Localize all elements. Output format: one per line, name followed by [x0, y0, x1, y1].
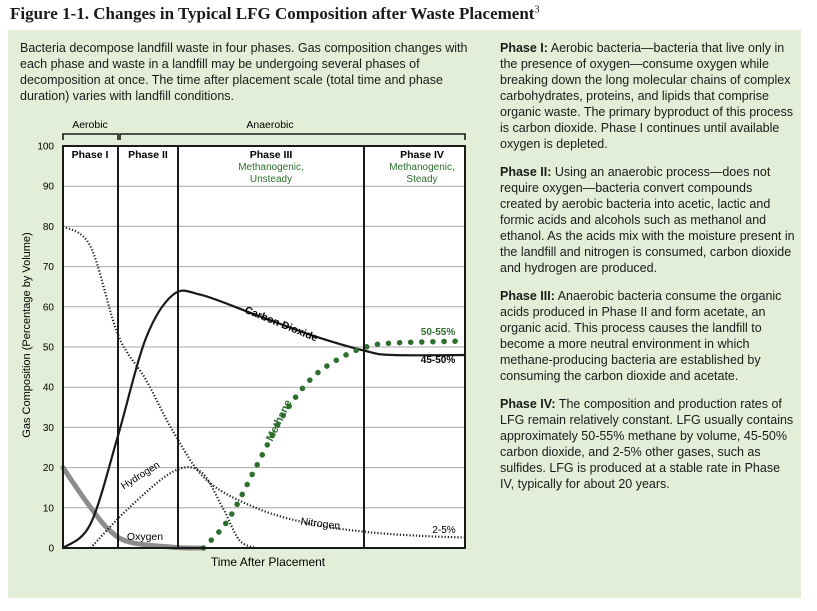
y-tick-label: 90: [43, 182, 55, 193]
phase-text: Aerobic bacteria—bacteria that live only…: [500, 41, 793, 151]
phase-text: The composition and production rates of …: [500, 397, 794, 491]
y-tick-label: 100: [37, 142, 54, 153]
phase-4-sub1: Methanogenic,: [389, 162, 455, 173]
figure-title-text: Figure 1-1. Changes in Typical LFG Compo…: [10, 4, 535, 23]
intro-paragraph: Bacteria decompose landfill waste in fou…: [20, 41, 468, 103]
co2-range-annotation: 45-50%: [421, 355, 456, 366]
x-axis-label: Time After Placement: [211, 555, 326, 569]
phase-description-4: Phase IV: The composition and production…: [500, 396, 796, 492]
phase-heading: Phase III:: [500, 289, 555, 303]
methane-range-annotation: 50-55%: [421, 327, 456, 338]
phase-3-label: Phase III: [250, 149, 293, 161]
y-axis-label: Gas Composition (Percentage by Volume): [21, 232, 33, 437]
anaerobic-label: Anaerobic: [246, 119, 293, 131]
y-tick-label: 80: [43, 222, 55, 233]
phase-description-1: Phase I: Aerobic bacteria—bacteria that …: [500, 40, 796, 152]
phase-text: Using an anaerobic process—does not requ…: [500, 165, 795, 275]
phase-heading: Phase II:: [500, 165, 552, 179]
aerobic-label: Aerobic: [72, 119, 108, 131]
nitrogen-label: Nitrogen: [300, 516, 341, 533]
y-tick-label: 50: [43, 343, 55, 354]
phase-3-sub1: Methanogenic,: [238, 162, 304, 173]
y-tick-label: 10: [43, 503, 55, 514]
phase-text: Anaerobic bacteria consume the organic a…: [500, 289, 782, 383]
phase-heading: Phase I:: [500, 41, 548, 55]
y-tick-label: 70: [43, 262, 55, 273]
phase-4-sub2: Steady: [406, 174, 437, 185]
oxygen-label: Oxygen: [127, 531, 163, 543]
anaerobic-bracket: [119, 133, 466, 140]
plot-frame: [62, 145, 466, 549]
phase-description-2: Phase II: Using an anaerobic process—doe…: [500, 164, 796, 276]
phase-descriptions: Phase I: Aerobic bacteria—bacteria that …: [500, 40, 796, 504]
hydrogen-curve: [89, 466, 257, 550]
y-tick-label: 0: [48, 544, 54, 555]
phase-heading: Phase IV:: [500, 397, 556, 411]
grid-lines: [63, 185, 465, 509]
phase-3-sub2: Unsteady: [250, 174, 292, 185]
phase-2-label: Phase II: [128, 149, 168, 161]
carbon-dioxide-curve: [61, 289, 467, 550]
nitrogen-curve: [62, 225, 466, 539]
aerobic-bracket: [62, 133, 119, 140]
phase-description-3: Phase III: Anaerobic bacteria consume th…: [500, 288, 796, 384]
other-gases-annotation: 2-5%: [432, 525, 455, 536]
footnote-ref: 3: [534, 4, 540, 16]
y-tick-label: 20: [43, 463, 55, 474]
methane-curve: [200, 338, 468, 551]
y-tick-label: 60: [43, 302, 55, 313]
y-axis-ticks: 0 10 20 30 40 50 60 70 80 90 100: [37, 142, 54, 555]
phase-4-label: Phase IV: [400, 149, 444, 161]
figure-title: Figure 1-1. Changes in Typical LFG Compo…: [10, 4, 539, 24]
y-tick-label: 40: [43, 383, 55, 394]
phase-1-label: Phase I: [72, 149, 109, 161]
y-tick-label: 30: [43, 423, 55, 434]
